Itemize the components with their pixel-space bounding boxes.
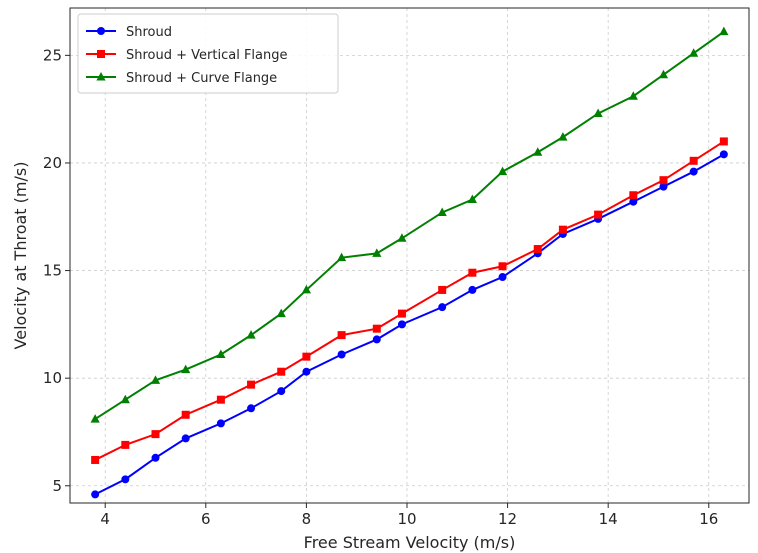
data-point xyxy=(216,419,225,428)
data-point xyxy=(659,176,668,185)
data-point xyxy=(397,309,406,318)
data-point xyxy=(438,303,447,312)
data-point xyxy=(181,434,190,443)
data-point xyxy=(372,335,381,344)
data-point xyxy=(689,156,698,165)
data-point xyxy=(91,455,100,464)
y-tick-label: 25 xyxy=(43,46,62,64)
data-point xyxy=(247,404,256,413)
data-point xyxy=(151,453,160,462)
data-point xyxy=(302,352,311,361)
series-layer xyxy=(90,26,729,499)
data-point xyxy=(216,395,225,404)
data-point xyxy=(121,475,130,484)
data-point xyxy=(372,324,381,333)
data-point xyxy=(276,308,286,318)
x-tick-label: 4 xyxy=(100,510,110,528)
data-point xyxy=(337,331,346,340)
data-point xyxy=(558,225,567,234)
data-point xyxy=(438,285,447,294)
data-point xyxy=(658,69,669,79)
y-axis-label: Velocity at Throat (m/s) xyxy=(11,162,30,350)
data-point xyxy=(151,430,160,439)
x-tick-label: 10 xyxy=(397,510,416,528)
legend-label: Shroud + Curve Flange xyxy=(126,71,277,86)
data-point xyxy=(498,273,507,282)
data-point xyxy=(629,197,638,206)
data-point xyxy=(558,132,568,141)
data-point xyxy=(246,330,256,339)
legend-item: Shroud xyxy=(86,25,172,40)
data-point xyxy=(150,375,161,384)
legend-item: Shroud + Vertical Flange xyxy=(86,48,288,63)
data-point xyxy=(628,91,638,100)
legend-item: Shroud + Curve Flange xyxy=(86,71,277,86)
data-point xyxy=(397,320,406,329)
x-tick-label: 12 xyxy=(498,510,517,528)
data-point xyxy=(468,268,477,277)
data-point xyxy=(498,262,507,271)
data-point xyxy=(719,26,729,36)
grid-lines xyxy=(70,8,749,503)
data-point xyxy=(302,367,311,376)
data-point xyxy=(301,284,311,294)
x-tick-label: 8 xyxy=(302,510,312,528)
plot-frame xyxy=(69,7,750,504)
data-point xyxy=(91,490,100,499)
data-point xyxy=(90,414,100,423)
data-point xyxy=(121,440,130,449)
data-point xyxy=(659,182,668,191)
data-point xyxy=(216,349,226,358)
legend-label: Shroud + Vertical Flange xyxy=(126,48,288,63)
data-point xyxy=(337,350,346,359)
data-point xyxy=(594,210,603,219)
data-point xyxy=(120,394,130,404)
data-point xyxy=(689,48,699,57)
y-tick-label: 10 xyxy=(43,369,62,387)
data-point xyxy=(533,147,543,156)
series-3 xyxy=(90,26,729,423)
x-tick-label: 6 xyxy=(201,510,211,528)
data-point xyxy=(467,194,477,204)
legend-label: Shroud xyxy=(126,25,172,40)
data-point xyxy=(468,285,477,294)
data-point xyxy=(181,410,190,419)
y-tick-label: 15 xyxy=(43,262,62,280)
y-tick-label: 20 xyxy=(43,154,62,172)
data-point xyxy=(247,380,256,389)
series-2 xyxy=(91,137,728,464)
data-point xyxy=(719,137,728,146)
legend-marker xyxy=(96,72,106,81)
data-point xyxy=(719,150,728,159)
data-point xyxy=(277,387,286,396)
data-point xyxy=(533,245,542,254)
legend-marker xyxy=(97,27,105,35)
data-point xyxy=(181,364,191,374)
y-tick-label: 5 xyxy=(52,477,62,495)
data-point xyxy=(397,233,407,242)
axis-ticks: 4 6 8 10 12 14 16 5 10 15 20 25 xyxy=(43,46,718,528)
data-point xyxy=(593,108,603,117)
legend-box xyxy=(77,13,339,94)
data-point xyxy=(277,367,286,376)
data-point xyxy=(497,166,508,176)
data-point xyxy=(437,207,447,216)
x-axis-label: Free Stream Velocity (m/s) xyxy=(304,533,516,552)
data-point xyxy=(689,167,698,176)
x-tick-label: 16 xyxy=(699,510,718,528)
data-point xyxy=(337,252,347,262)
x-tick-label: 14 xyxy=(599,510,618,528)
legend-marker xyxy=(97,50,105,58)
data-point xyxy=(372,248,382,257)
legend: Shroud Shroud + Vertical Flange Shroud + C… xyxy=(77,13,339,94)
data-point xyxy=(629,191,638,200)
